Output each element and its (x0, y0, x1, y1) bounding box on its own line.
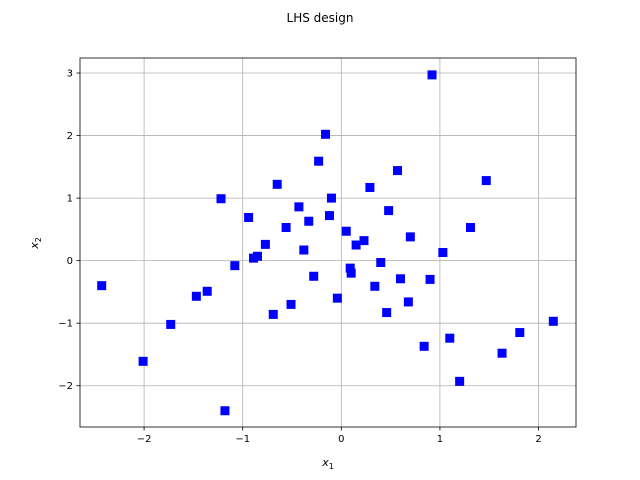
data-point (405, 232, 415, 242)
y-tick-label: 0 (67, 256, 73, 267)
data-point (445, 333, 455, 343)
data-point (191, 291, 201, 301)
data-point (376, 258, 386, 268)
data-point (345, 263, 355, 273)
data-point (230, 261, 240, 271)
data-point (438, 248, 448, 258)
data-point (216, 194, 226, 204)
data-point (304, 216, 314, 226)
data-point (138, 356, 148, 366)
data-point (309, 271, 319, 281)
data-point (403, 297, 413, 307)
data-point (268, 309, 278, 319)
data-point (281, 222, 291, 232)
data-point (515, 328, 525, 338)
data-point (202, 286, 212, 296)
x-tick-label: −2 (137, 434, 152, 445)
data-point (382, 308, 392, 318)
data-point (370, 281, 380, 291)
y-axis-label: x2 (28, 237, 43, 250)
y-tick-label: 1 (67, 194, 73, 205)
y-tick-label: −2 (58, 381, 73, 392)
data-point (321, 129, 331, 139)
scatter-points (97, 70, 558, 416)
data-point (220, 406, 230, 416)
x-tick-label: 0 (338, 434, 344, 445)
y-axis-label-base: x (28, 242, 41, 250)
x-tick-label: 1 (437, 434, 443, 445)
data-point (481, 176, 491, 186)
axis-ticks: −2 −1 0 1 2 −2 −1 0 1 2 3 (58, 69, 541, 445)
data-point (365, 182, 375, 192)
data-point (384, 206, 394, 216)
data-point (252, 251, 262, 261)
data-point (299, 245, 309, 255)
x-axis-label-base: x (321, 456, 329, 469)
x-tick-label: 2 (535, 434, 541, 445)
plot-area-frame (79, 57, 577, 428)
x-axis-label: x1 (321, 456, 334, 471)
data-point (346, 268, 356, 278)
data-point (548, 316, 558, 326)
y-axis-label-subscript: 2 (34, 237, 43, 242)
data-point (425, 274, 435, 284)
data-point (286, 299, 296, 309)
y-tick-label: 2 (67, 131, 73, 142)
data-point (314, 156, 324, 166)
data-point (497, 348, 507, 358)
x-axis-label-subscript: 1 (329, 462, 334, 471)
data-point (97, 281, 107, 291)
data-point (455, 376, 465, 386)
data-point (244, 212, 254, 222)
chart-title: LHS design (287, 11, 354, 25)
y-tick-label: −1 (58, 319, 73, 330)
data-point (359, 236, 369, 246)
data-point (427, 70, 437, 80)
data-point (294, 202, 304, 212)
data-point (351, 240, 361, 250)
data-point (419, 341, 429, 351)
data-point (166, 319, 176, 329)
y-tick-label: 3 (67, 69, 73, 80)
data-point (260, 239, 270, 249)
data-point (393, 166, 403, 176)
data-point (324, 211, 334, 221)
data-point (395, 274, 405, 284)
data-point (272, 179, 282, 189)
data-point (326, 193, 336, 203)
data-point (341, 226, 351, 236)
x-tick-label: −1 (235, 434, 250, 445)
data-point (465, 222, 475, 232)
data-point (332, 293, 342, 303)
